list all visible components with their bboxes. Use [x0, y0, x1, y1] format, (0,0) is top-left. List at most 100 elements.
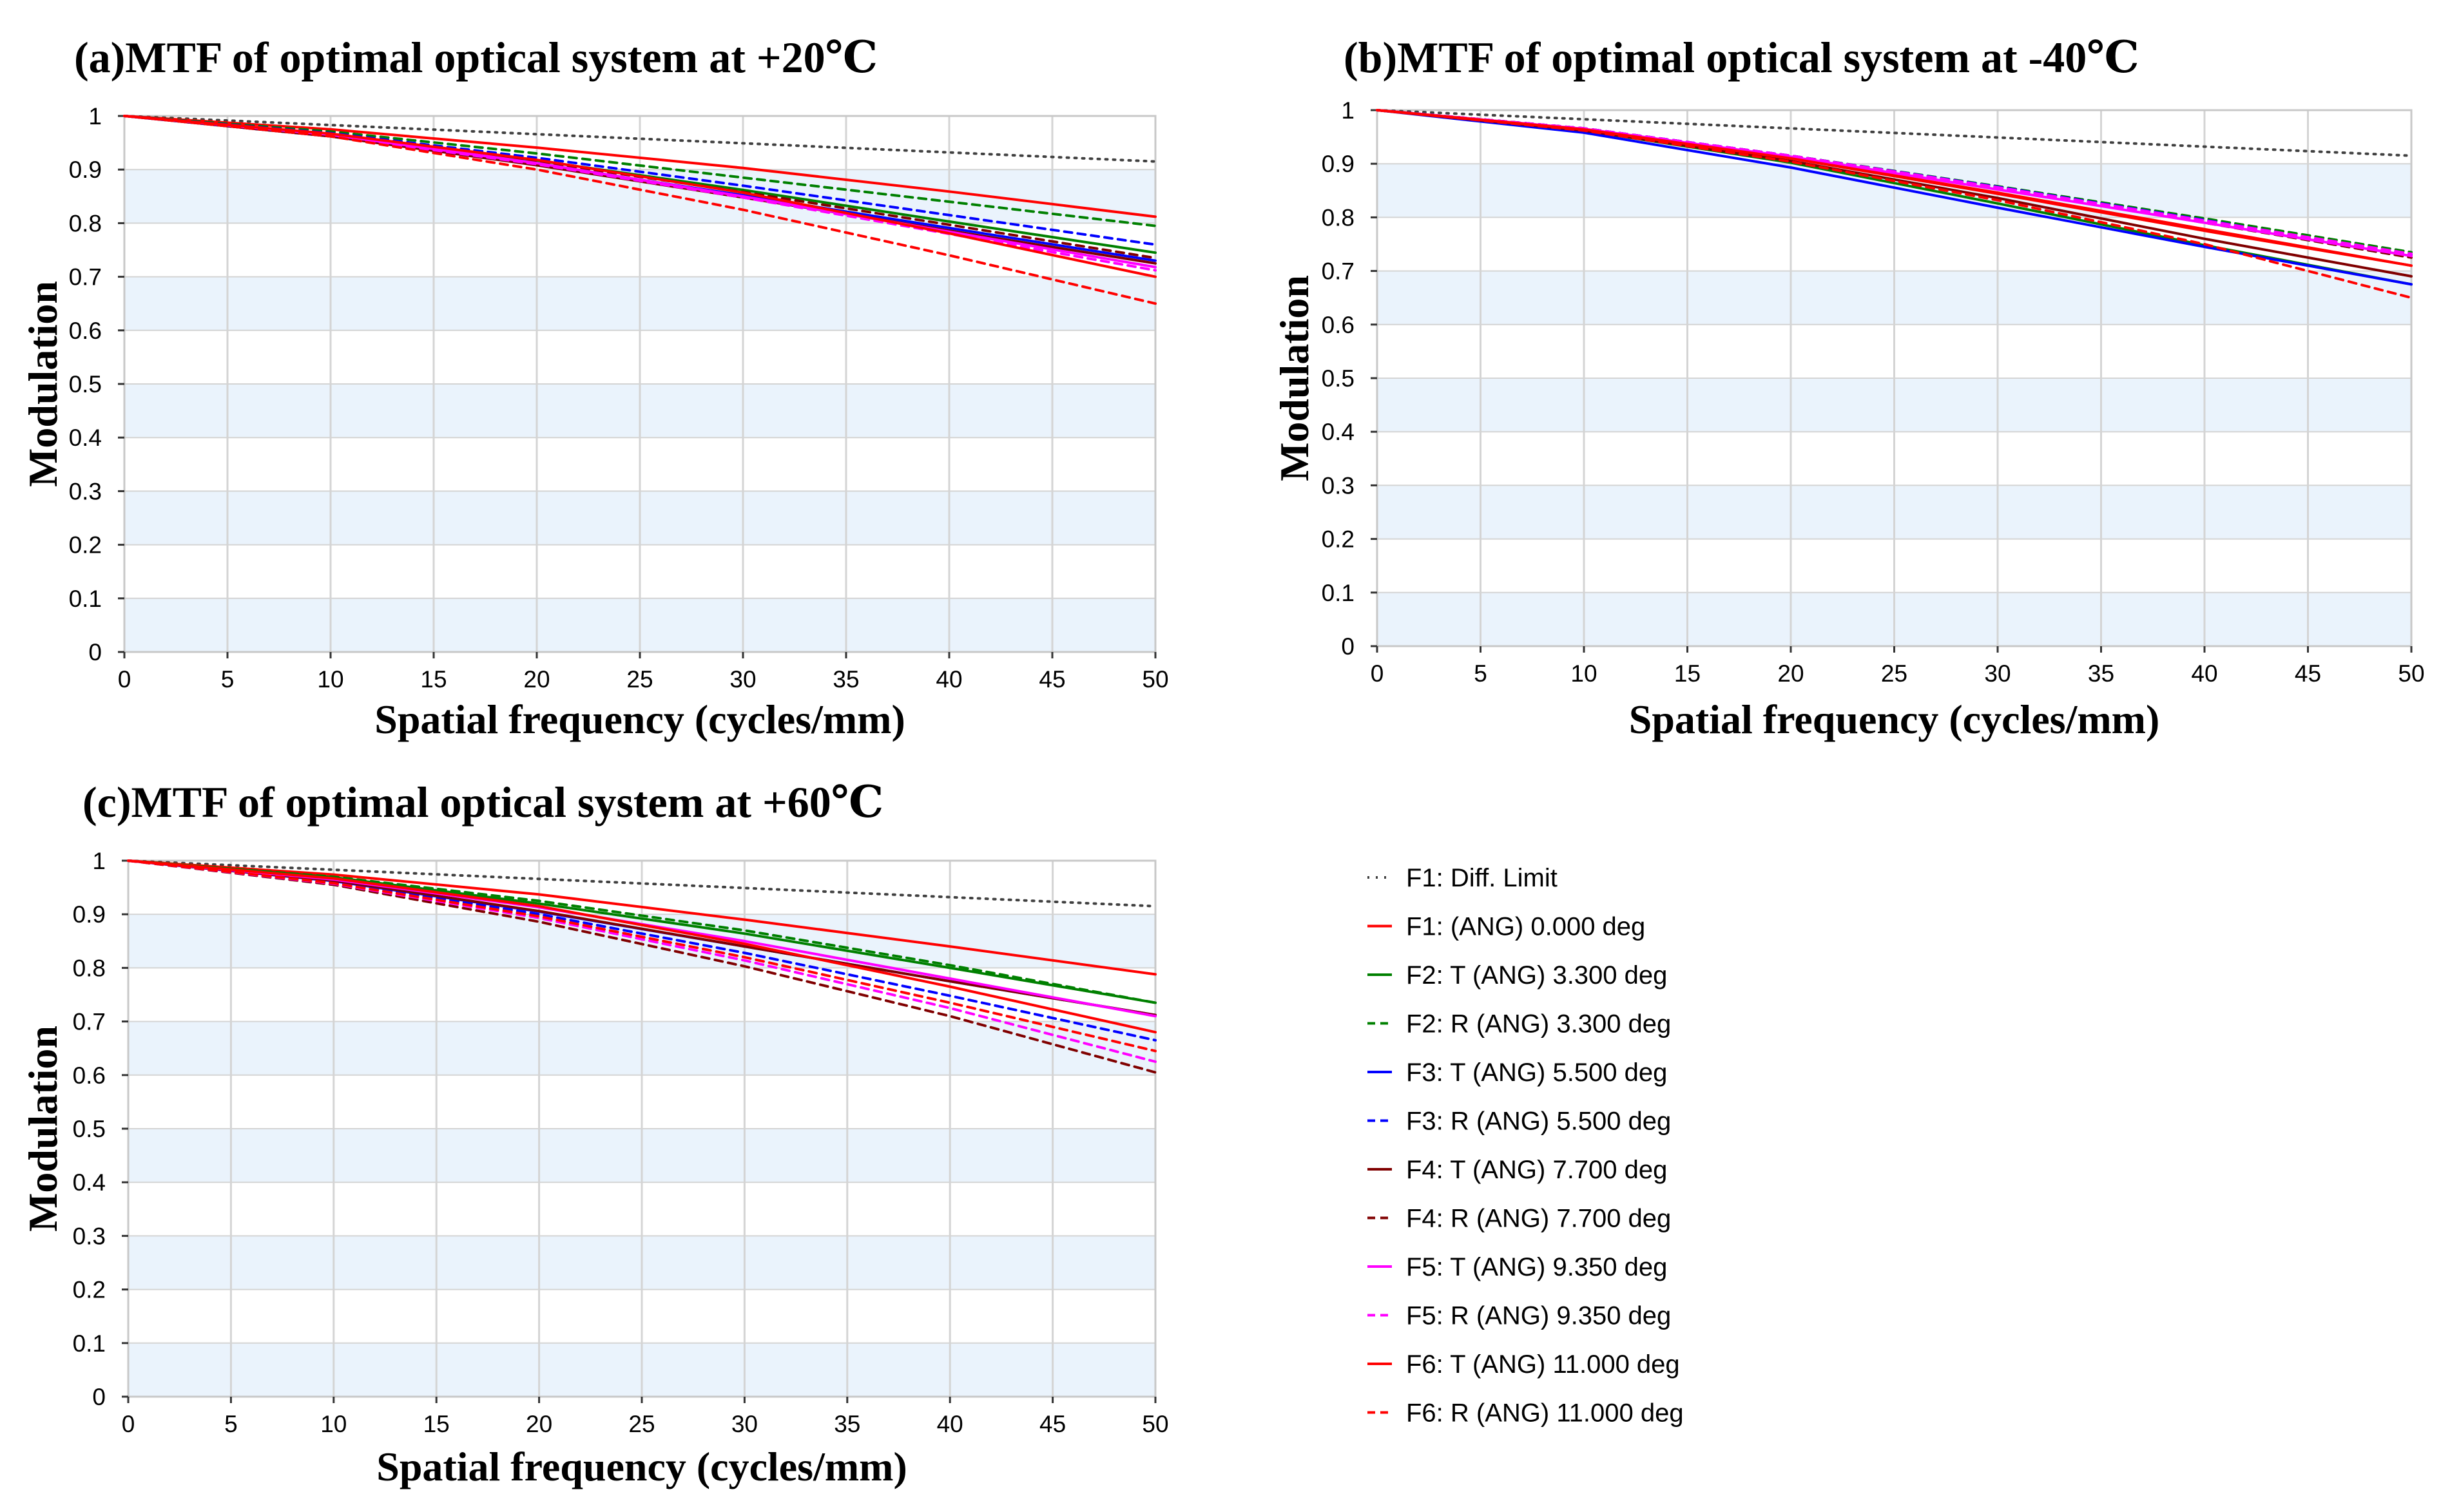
- legend-item: F6: R (ANG) 11.000 deg: [1367, 1399, 1684, 1428]
- series-line: [127, 859, 1157, 1074]
- y-tick-label: 0: [92, 1384, 106, 1410]
- series-line: [123, 115, 1157, 305]
- y-tick-label: 0.6: [73, 1062, 106, 1089]
- x-tick-label: 20: [1777, 660, 1804, 687]
- y-tick-label: 0.3: [69, 478, 102, 504]
- series-line: [123, 115, 1157, 163]
- x-tick-label: 40: [2191, 660, 2217, 687]
- x-tick-label: 35: [833, 666, 859, 693]
- y-tick-label: 0.1: [1322, 580, 1355, 606]
- y-tick-label: 1: [92, 848, 106, 874]
- legend-item: F4: R (ANG) 7.700 deg: [1367, 1205, 1671, 1233]
- legend-item: F3: T (ANG) 5.500 deg: [1367, 1058, 1667, 1087]
- legend-item: F2: R (ANG) 3.300 deg: [1367, 1010, 1671, 1038]
- series-line: [127, 859, 1157, 1063]
- series-line: [123, 115, 1157, 227]
- series-line: [127, 859, 1157, 1034]
- y-tick-label: 0.8: [69, 210, 102, 236]
- legend-label: F5: R (ANG) 9.350 deg: [1406, 1302, 1671, 1330]
- x-tick-label: 50: [1142, 1411, 1168, 1437]
- x-tick-label: 30: [1984, 660, 2011, 687]
- series-line: [127, 859, 1157, 1004]
- y-tick-label: 1: [88, 103, 102, 129]
- series-line: [1376, 109, 2413, 267]
- x-tick-label: 10: [317, 666, 343, 693]
- x-tick-label: 25: [628, 1411, 655, 1437]
- legend-label: F4: T (ANG) 7.700 deg: [1406, 1156, 1667, 1184]
- x-tick-label: 0: [118, 666, 131, 693]
- series-line: [123, 115, 1157, 218]
- x-tick-label: 45: [1039, 666, 1065, 693]
- legend-label: F5: T (ANG) 9.350 deg: [1406, 1253, 1667, 1281]
- x-tick-label: 50: [1142, 666, 1168, 693]
- y-tick-label: 0.6: [69, 318, 102, 344]
- x-tick-label: 45: [2295, 660, 2321, 687]
- y-tick-label: 0.9: [69, 157, 102, 183]
- legend-label: F4: R (ANG) 7.700 deg: [1406, 1205, 1671, 1233]
- series-line: [127, 859, 1157, 908]
- chart-title: (a)MTF of optimal optical system at +20℃: [74, 33, 878, 82]
- chart-legend: F1: Diff. Limit F1: (ANG) 0.000 deg F2: T …: [1367, 864, 1684, 1428]
- x-tick-label: 40: [936, 666, 962, 693]
- y-tick-label: 0.5: [1322, 365, 1355, 392]
- legend-item: F5: R (ANG) 9.350 deg: [1367, 1302, 1671, 1330]
- x-tick-label: 5: [224, 1411, 238, 1437]
- series-line: [123, 115, 1157, 278]
- x-axis-label: Spatial frequency (cycles/mm): [1629, 696, 2160, 742]
- x-tick-label: 25: [1881, 660, 1907, 687]
- y-tick-label: 0.5: [73, 1116, 106, 1142]
- series-line: [127, 859, 1157, 976]
- y-tick-label: 0.4: [69, 425, 102, 451]
- legend-item: F2: T (ANG) 3.300 deg: [1367, 961, 1667, 990]
- y-tick-label: 0.8: [73, 955, 106, 981]
- x-tick-label: 15: [423, 1411, 450, 1437]
- y-tick-label: 0.4: [73, 1169, 106, 1196]
- y-tick-label: 0.9: [1322, 151, 1355, 177]
- y-tick-label: 0.3: [1322, 472, 1355, 499]
- y-tick-label: 0.3: [73, 1223, 106, 1249]
- legend-label: F2: T (ANG) 3.300 deg: [1406, 961, 1667, 990]
- x-axis-label: Spatial frequency (cycles/mm): [374, 696, 905, 742]
- legend-item: F3: R (ANG) 5.500 deg: [1367, 1107, 1671, 1136]
- legend-label: F1: Diff. Limit: [1406, 864, 1558, 892]
- legend-item: F5: T (ANG) 9.350 deg: [1367, 1253, 1667, 1281]
- x-tick-label: 15: [1674, 660, 1701, 687]
- y-tick-label: 0.1: [73, 1330, 106, 1357]
- legend-item: F4: T (ANG) 7.700 deg: [1367, 1156, 1667, 1184]
- y-axis-label: Modulation: [1271, 275, 1317, 481]
- y-tick-label: 0.2: [69, 532, 102, 559]
- x-tick-label: 20: [526, 1411, 552, 1437]
- series-line: [1376, 109, 2413, 255]
- x-tick-label: 10: [320, 1411, 347, 1437]
- x-tick-label: 30: [731, 1411, 758, 1437]
- x-tick-label: 5: [221, 666, 235, 693]
- legend-item: F1: (ANG) 0.000 deg: [1367, 913, 1645, 941]
- x-tick-label: 30: [729, 666, 756, 693]
- chart-panel-c: 0 5 10 15 20 25 30 35 40 45 50 0 0.1 0.2 0.3 0.4 0.5 0.6 0…: [20, 778, 1169, 1489]
- y-tick-label: 0.7: [69, 264, 102, 291]
- y-axis-label: Modulation: [20, 1026, 66, 1232]
- y-tick-label: 0.1: [69, 586, 102, 612]
- y-tick-label: 1: [1341, 97, 1355, 124]
- legend-label: F3: T (ANG) 5.500 deg: [1406, 1058, 1667, 1087]
- chart-title: (b)MTF of optimal optical system at -40℃: [1344, 33, 2139, 82]
- series-line: [123, 115, 1157, 246]
- y-tick-label: 0: [88, 639, 102, 665]
- y-tick-label: 0: [1341, 633, 1355, 660]
- chart-panel-b: 0 5 10 15 20 25 30 35 40 45 50 0 0.1 0.2 0.3 0.4 0.5 0.6 0…: [1271, 33, 2425, 742]
- y-tick-label: 0.7: [73, 1009, 106, 1035]
- y-axis-label: Modulation: [20, 281, 66, 487]
- y-tick-label: 0.7: [1322, 258, 1355, 285]
- legend-label: F2: R (ANG) 3.300 deg: [1406, 1010, 1671, 1038]
- legend-item: F1: Diff. Limit: [1367, 864, 1558, 892]
- y-tick-label: 0.2: [1322, 526, 1355, 553]
- x-axis-label: Spatial frequency (cycles/mm): [376, 1444, 907, 1489]
- legend-label: F6: T (ANG) 11.000 deg: [1406, 1350, 1680, 1379]
- x-tick-label: 35: [834, 1411, 860, 1437]
- legend-label: F1: (ANG) 0.000 deg: [1406, 913, 1645, 941]
- x-tick-label: 35: [2088, 660, 2114, 687]
- x-tick-label: 5: [1474, 660, 1487, 687]
- series-line: [127, 859, 1157, 1053]
- legend-label: F3: R (ANG) 5.500 deg: [1406, 1107, 1671, 1136]
